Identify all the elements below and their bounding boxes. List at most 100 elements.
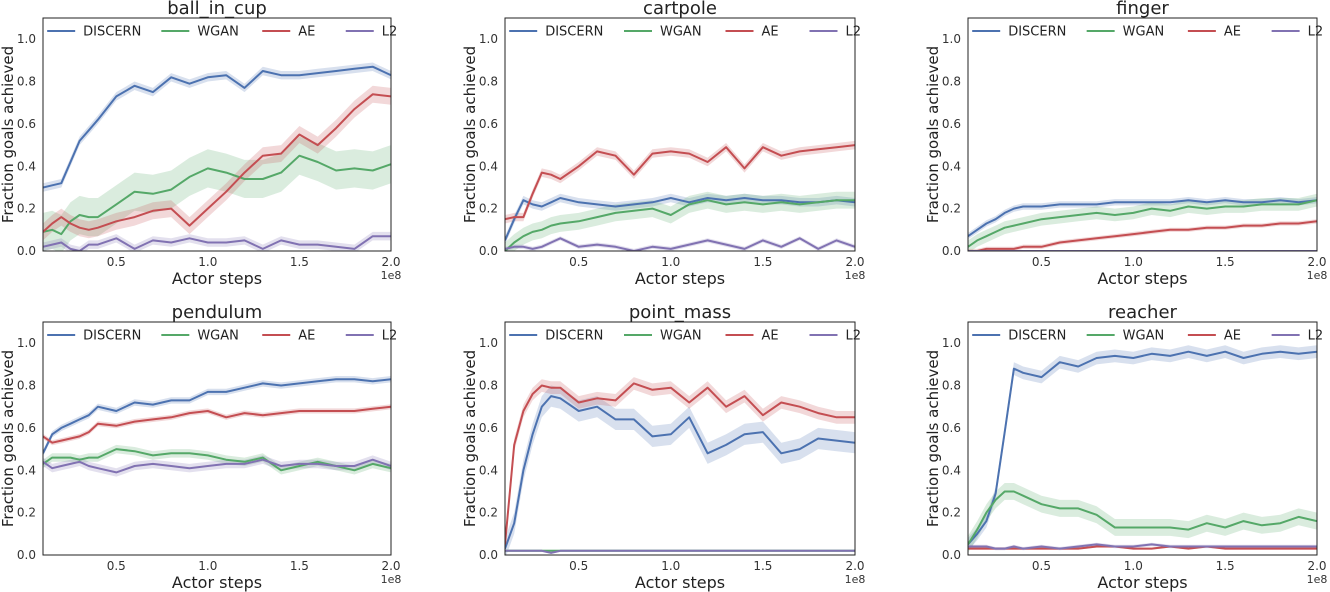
legend-label: AE [762,25,779,40]
legend-label: WGAN [660,25,702,40]
x-tick-label: 2.0 [845,559,864,573]
x-scale-label: 1e8 [1307,269,1328,282]
y-tick-label: 1.0 [479,32,498,46]
x-tick-label: 1.0 [661,559,680,573]
legend-label: DISCERN [83,25,141,40]
legend-item-ae: AE [1187,329,1241,344]
chart-title: pendulum [172,302,263,323]
chart-panel-ball-in-cup: ball_in_cup 0.0 0.2 0.4 0.6 0.8 1.0 0.5 1.0 1.5 2.… [0,0,401,288]
x-tick-label: 1.0 [1124,559,1143,573]
plot-frame [967,321,1318,556]
legend: DISCERN WGAN AE L2 [47,329,397,344]
series-line-ae [43,93,391,233]
y-axis-label: Fraction goals achieved [461,350,479,527]
plot-frame [42,321,392,556]
series-band-l2 [43,455,391,477]
x-tick-label: 0.5 [569,559,588,573]
y-tick-label: 0.8 [942,75,961,89]
x-tick-label: 1.0 [198,559,217,573]
y-tick-label: 0.8 [17,379,36,393]
x-tick-label: 1.5 [1216,255,1235,269]
y-tick-label: 0.2 [479,202,498,216]
legend-item-l2: L2 [345,25,398,40]
chart-panel-cartpole: cartpole 0.0 0.2 0.4 0.6 0.8 1.0 0.5 1.0 1.5 2.01e… [461,0,865,288]
chart-title: point_mass [629,302,731,323]
y-tick-label: 0.4 [479,159,498,173]
series-line-discern [505,395,855,549]
x-tick-label: 1.5 [290,559,309,573]
y-tick-label: 0.2 [17,202,36,216]
legend-label: L2 [382,329,398,344]
plot-area [43,62,391,251]
legend-item-l2: L2 [809,329,861,344]
x-tick-label: 0.5 [1032,255,1051,269]
x-tick-label: 1.5 [290,255,309,269]
y-tick-label: 0.4 [479,463,498,477]
series-line-l2 [43,458,391,474]
y-tick-label: 0.8 [17,75,36,89]
legend-item-ae: AE [262,329,315,344]
series-line-discern [968,350,1317,546]
x-tick-label: 2.0 [381,255,400,269]
x-tick-label: 0.5 [569,255,588,269]
legend-item-discern: DISCERN [47,329,141,344]
x-tick-label: 1.0 [661,255,680,269]
series-line-discern [43,378,391,454]
x-tick-label: 2.0 [1307,255,1326,269]
y-tick-label: 1.0 [942,336,961,350]
legend-label: WGAN [1123,25,1165,40]
y-tick-label: 0.2 [942,202,961,216]
y-tick-label: 0.8 [479,75,498,89]
legend-label: AE [762,329,779,344]
y-tick-label: 0.6 [479,421,498,435]
y-tick-label: 0.0 [479,548,498,562]
x-tick-label: 1.0 [198,255,217,269]
chart-title: ball_in_cup [167,0,267,19]
x-axis-label: Actor steps [635,573,725,592]
y-tick-label: 0.6 [17,421,36,435]
y-axis-label: Fraction goals achieved [461,46,479,223]
legend-label: L2 [382,25,398,40]
legend: DISCERN WGAN AE L2 [972,329,1323,344]
y-tick-label: 1.0 [17,32,36,46]
x-tick-label: 0.5 [107,255,126,269]
y-tick-label: 0.2 [942,506,961,520]
y-tick-label: 0.2 [479,506,498,520]
series-line-wgan [43,448,391,472]
chart-panel-pendulum: pendulum 0.0 0.2 0.4 0.6 0.8 1.0 0.5 1.0 1.5 2.01e… [0,302,401,592]
y-tick-label: 0.8 [479,379,498,393]
legend: DISCERN WGAN AE L2 [47,25,397,40]
y-tick-label: 0.0 [942,244,961,258]
plot-area [43,376,391,477]
series-band-l2 [505,236,855,251]
plot-frame [504,17,856,252]
legend-item-l2: L2 [1271,329,1323,344]
legend: DISCERN WGAN AE L2 [509,25,861,40]
x-scale-label: 1e8 [381,573,402,586]
chart-title: cartpole [643,0,717,19]
legend-label: WGAN [660,329,702,344]
series-line-ae [43,405,391,444]
legend-label: L2 [846,25,862,40]
legend-label: AE [1224,25,1241,40]
series-line-wgan [43,154,391,236]
y-tick-label: 0.0 [479,244,498,258]
series-band-wgan [43,136,391,251]
legend-item-wgan: WGAN [161,25,239,40]
plot-area [505,377,855,555]
x-scale-label: 1e8 [845,269,866,282]
x-scale-label: 1e8 [381,269,402,282]
series-line-l2 [43,235,391,251]
series-line-discern [505,197,855,241]
legend-item-wgan: WGAN [1086,25,1165,40]
x-tick-label: 2.0 [1307,559,1326,573]
x-axis-label: Actor steps [1097,269,1187,288]
y-tick-label: 0.0 [17,548,36,562]
x-axis-label: Actor steps [172,269,262,288]
y-tick-label: 1.0 [17,336,36,350]
series-line-l2 [505,237,855,251]
y-tick-label: 0.4 [942,159,961,173]
legend-item-ae: AE [725,329,779,344]
